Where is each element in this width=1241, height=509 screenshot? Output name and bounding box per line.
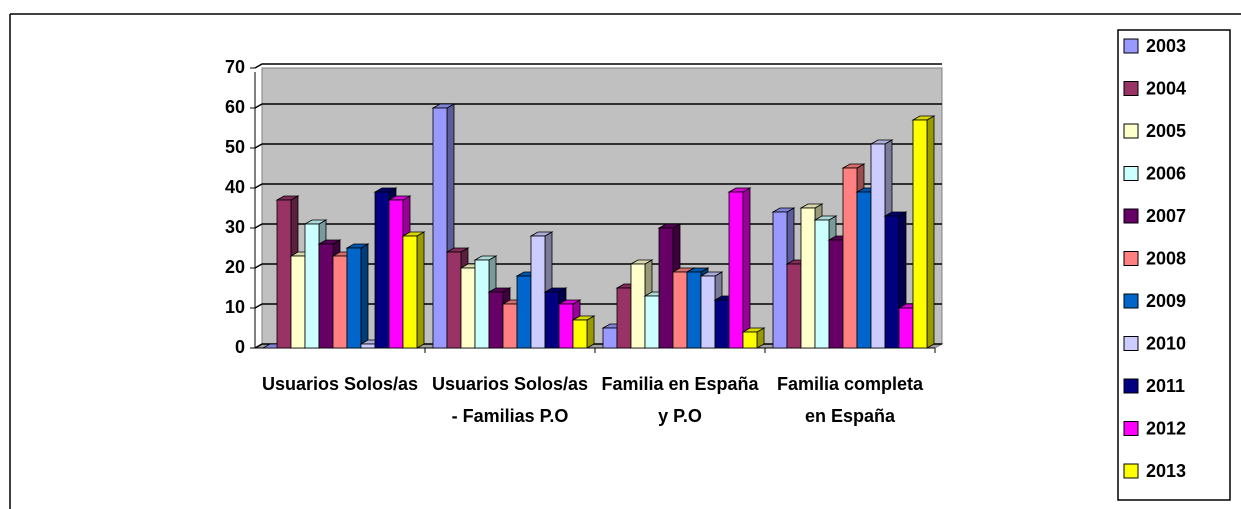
legend-label: 2003 [1146, 36, 1186, 56]
bar-side [416, 231, 425, 349]
bar-front [800, 207, 816, 349]
legend-label: 2011 [1146, 376, 1185, 396]
bar-front [290, 255, 306, 349]
bar-side [586, 315, 595, 349]
bar-front [714, 299, 730, 349]
grid-line [254, 63, 942, 69]
bar [571, 315, 596, 349]
bar [657, 223, 682, 349]
bar-front [686, 271, 702, 349]
y-tick-label: 50 [225, 137, 245, 157]
bar-front [332, 255, 348, 349]
bar-front [374, 191, 390, 349]
bar [911, 115, 936, 349]
bar-front [318, 243, 334, 349]
legend-swatch [1123, 166, 1139, 181]
y-tick-label: 20 [225, 257, 245, 277]
y-tick-label: 40 [225, 177, 245, 197]
y-tick-label: 30 [225, 217, 245, 237]
bar-front [700, 275, 716, 349]
bar-side [926, 115, 935, 349]
y-tick-label: 0 [235, 337, 245, 357]
bar-front [460, 267, 476, 349]
bar-front [672, 271, 688, 349]
legend-label: 2007 [1146, 206, 1186, 226]
legend-label: 2012 [1146, 418, 1186, 438]
bar-side [742, 187, 751, 349]
bar-front [388, 199, 404, 349]
bar-front [884, 215, 900, 349]
grid-line [254, 143, 942, 149]
bar-front [474, 259, 490, 349]
bar-front [842, 167, 858, 349]
legend-label: 2008 [1146, 248, 1186, 268]
grid-line [254, 103, 942, 109]
bar-front [432, 107, 448, 349]
bar-front [658, 227, 674, 349]
legend-label: 2009 [1146, 291, 1186, 311]
bar-front [602, 327, 618, 349]
bar-front [446, 251, 462, 349]
x-tick-label: Usuarios Solos/as - Familias P.O [431, 374, 589, 426]
bar-front [912, 119, 928, 349]
bar-front [772, 211, 788, 349]
bar-front [516, 275, 532, 349]
bar [345, 243, 370, 349]
bar-front [870, 143, 886, 349]
bar-front [616, 287, 632, 349]
bar-front [502, 303, 518, 349]
legend-label: 2004 [1146, 78, 1186, 98]
legend-swatch [1123, 123, 1139, 139]
bar-front [304, 223, 320, 349]
legend-swatch [1123, 81, 1139, 96]
bar-front [786, 263, 802, 349]
legend-label: 2013 [1146, 461, 1186, 481]
bar-front [856, 191, 872, 349]
bar-front [558, 303, 574, 349]
grid-line [254, 183, 942, 189]
legend-label: 2005 [1146, 121, 1186, 141]
bar-front [630, 263, 646, 349]
bar [741, 327, 766, 349]
bar-front [644, 295, 660, 349]
bar-front [742, 331, 758, 349]
bar-side [360, 243, 369, 349]
y-tick-label: 60 [225, 97, 245, 117]
bar-front [814, 219, 830, 349]
legend-swatch [1123, 421, 1139, 436]
bar-front [402, 235, 418, 349]
legend-label: 2006 [1146, 163, 1186, 183]
bar-front [488, 291, 504, 349]
bar [629, 259, 654, 349]
bar-front [828, 239, 844, 349]
legend-swatch [1123, 251, 1139, 266]
bar [401, 231, 426, 349]
grid-line [254, 263, 942, 269]
legend-label: 2010 [1146, 333, 1186, 353]
legend-swatch [1123, 336, 1139, 351]
legend-swatch [1123, 293, 1139, 309]
bar-front [360, 343, 376, 349]
x-tick-label: Usuarios Solos/as [261, 374, 419, 394]
legend-swatch [1123, 208, 1139, 224]
legend-swatch [1123, 378, 1139, 394]
bar [275, 195, 300, 349]
x-tick-label: Familia completa en España [776, 374, 924, 426]
bar-front [530, 235, 546, 349]
bar-front [544, 291, 560, 349]
x-tick-label: Familia en España y P.O [601, 374, 759, 426]
y-tick-label: 70 [225, 57, 245, 77]
bar-front [346, 247, 362, 349]
bar-front [728, 191, 744, 349]
legend-swatch [1123, 38, 1139, 54]
bar [727, 187, 752, 349]
legend-swatch [1123, 463, 1139, 479]
bar-front [572, 319, 588, 349]
bar-front [898, 307, 914, 349]
y-tick-label: 10 [225, 297, 245, 317]
grid-line [254, 223, 942, 229]
bar-front [276, 199, 292, 349]
